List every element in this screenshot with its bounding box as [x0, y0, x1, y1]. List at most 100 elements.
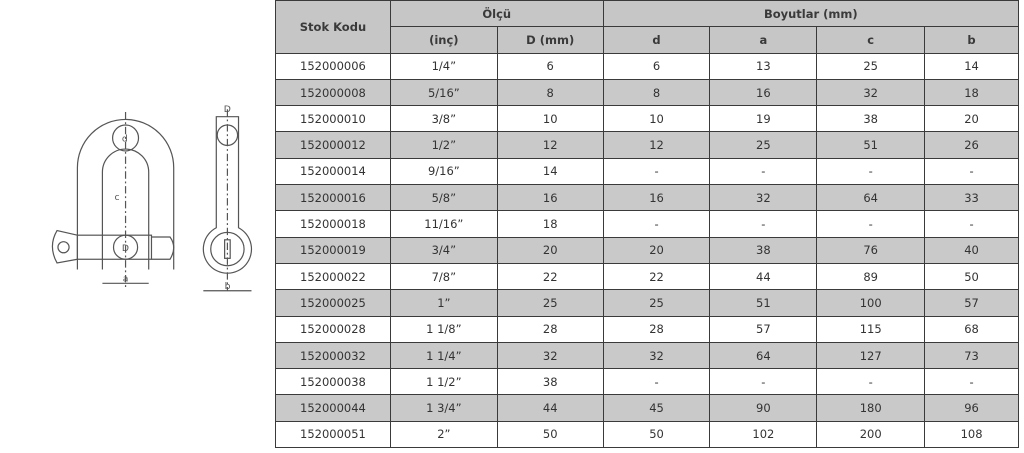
table-cell: 102: [709, 420, 818, 449]
table-cell: -: [602, 157, 711, 186]
table-cell: 6: [602, 52, 711, 80]
table-cell: 25: [602, 289, 711, 317]
table-row: 152000051 2” 50 50 102 200 108: [275, 420, 1019, 449]
table-cell: 33: [924, 184, 1019, 212]
label-b: b: [225, 281, 231, 292]
table-cell: 1/4”: [389, 52, 498, 80]
header-sub-1: D (mm): [496, 26, 604, 54]
table-cell: 32: [496, 341, 604, 370]
table-cell: 1 1/2”: [389, 368, 498, 396]
table-cell: 2”: [389, 420, 498, 449]
table-cell: 32: [709, 184, 818, 212]
table-cell: 152000012: [275, 131, 391, 159]
table-cell: 50: [602, 420, 711, 449]
table-row: 152000022 7/8” 22 22 44 89 50: [275, 262, 1019, 291]
table-cell: 38: [496, 368, 604, 396]
table-row: 152000008 5/16” 8 8 16 32 18: [275, 78, 1019, 107]
label-d: d: [122, 134, 128, 145]
table-cell: 57: [924, 289, 1019, 317]
header-sub-4: c: [816, 26, 926, 54]
table-cell: 152000028: [275, 315, 391, 343]
table-cell: 38: [709, 236, 818, 264]
table-row: 152000028 1 1/8” 28 28 57 115 68: [275, 315, 1019, 343]
table-cell: 64: [816, 184, 926, 212]
table-cell: 51: [816, 131, 926, 159]
table-row: 152000014 9/16” 14- - - -: [275, 157, 1019, 186]
table-cell: 6: [496, 52, 604, 80]
table-cell: 5/8”: [389, 184, 498, 212]
table-cell: -: [816, 210, 926, 238]
table-cell: 152000018: [275, 210, 391, 238]
table-cell: 16: [496, 184, 604, 212]
header-sub-5: b: [924, 26, 1019, 54]
table-cell: 10: [496, 105, 604, 133]
table-cell: -: [816, 157, 926, 186]
table-cell: -: [602, 210, 711, 238]
table-cell: 14: [496, 157, 604, 186]
table-row: 152000038 1 1/2” 38- - - -: [275, 368, 1019, 396]
table-cell: 16: [709, 78, 818, 107]
table-cell: 28: [496, 315, 604, 343]
table-cell: 1 1/4”: [389, 341, 498, 370]
table-cell: 14: [924, 52, 1019, 80]
table-cell: 38: [816, 105, 926, 133]
table-cell: 22: [496, 262, 604, 291]
header-measure: Ölçü: [389, 0, 604, 28]
table-cell: 8: [602, 78, 711, 107]
table-row: 152000010 3/8” 10 10 19 38 20: [275, 105, 1019, 133]
table-cell: 152000025: [275, 289, 391, 317]
table-cell: 26: [924, 131, 1019, 159]
table-cell: 152000032: [275, 341, 391, 370]
table-cell: -: [709, 210, 818, 238]
table-cell: 3/8”: [389, 105, 498, 133]
table-cell: 16: [602, 184, 711, 212]
label-D-side: D: [224, 104, 231, 115]
table-cell: 76: [816, 236, 926, 264]
table-cell: 1 3/4”: [389, 394, 498, 422]
table-cell: 115: [816, 315, 926, 343]
table-cell: 3/4”: [389, 236, 498, 264]
table-cell: 25: [496, 289, 604, 317]
table-cell: -: [709, 157, 818, 186]
table-cell: 127: [816, 341, 926, 370]
table-cell: 200: [816, 420, 926, 449]
table-cell: -: [816, 368, 926, 396]
header-sub-0: (inç): [389, 26, 498, 54]
table-cell: 20: [602, 236, 711, 264]
table-cell: 50: [924, 262, 1019, 291]
table-cell: 64: [709, 341, 818, 370]
dimensions-table: Stok Kodu Ölçü Boyutlar (mm) (inç) D (mm)…: [275, 0, 1020, 449]
table-cell: 152000014: [275, 157, 391, 186]
table-cell: 28: [602, 315, 711, 343]
table-cell: 57: [709, 315, 818, 343]
table-cell: 45: [602, 394, 711, 422]
table-cell: 12: [602, 131, 711, 159]
table-cell: 18: [496, 210, 604, 238]
table-cell: 152000038: [275, 368, 391, 396]
header-stock-code: Stok Kodu: [275, 0, 391, 54]
table-cell: -: [602, 368, 711, 396]
table-cell: 68: [924, 315, 1019, 343]
table-cell: 152000006: [275, 52, 391, 80]
table-cell: 152000010: [275, 105, 391, 133]
table-cell: 7/8”: [389, 262, 498, 291]
table-row: 152000044 1 3/4” 44 45 90 180 96: [275, 394, 1019, 422]
table-cell: 32: [816, 78, 926, 107]
table-cell: 1/2”: [389, 131, 498, 159]
table-cell: 100: [816, 289, 926, 317]
label-a: a: [123, 273, 129, 284]
table-cell: 152000008: [275, 78, 391, 107]
table-cell: -: [924, 157, 1019, 186]
table-cell: 51: [709, 289, 818, 317]
table-cell: 12: [496, 131, 604, 159]
table-cell: 44: [496, 394, 604, 422]
table-cell: -: [924, 210, 1019, 238]
table-cell: -: [709, 368, 818, 396]
label-c: c: [114, 192, 119, 203]
table-cell: 1”: [389, 289, 498, 317]
table-row: 152000018 11/16” 18- - - -: [275, 210, 1019, 238]
table-cell: 5/16”: [389, 78, 498, 107]
table-cell: 10: [602, 105, 711, 133]
header-sub-2: d: [602, 26, 711, 54]
table-cell: 152000022: [275, 262, 391, 291]
